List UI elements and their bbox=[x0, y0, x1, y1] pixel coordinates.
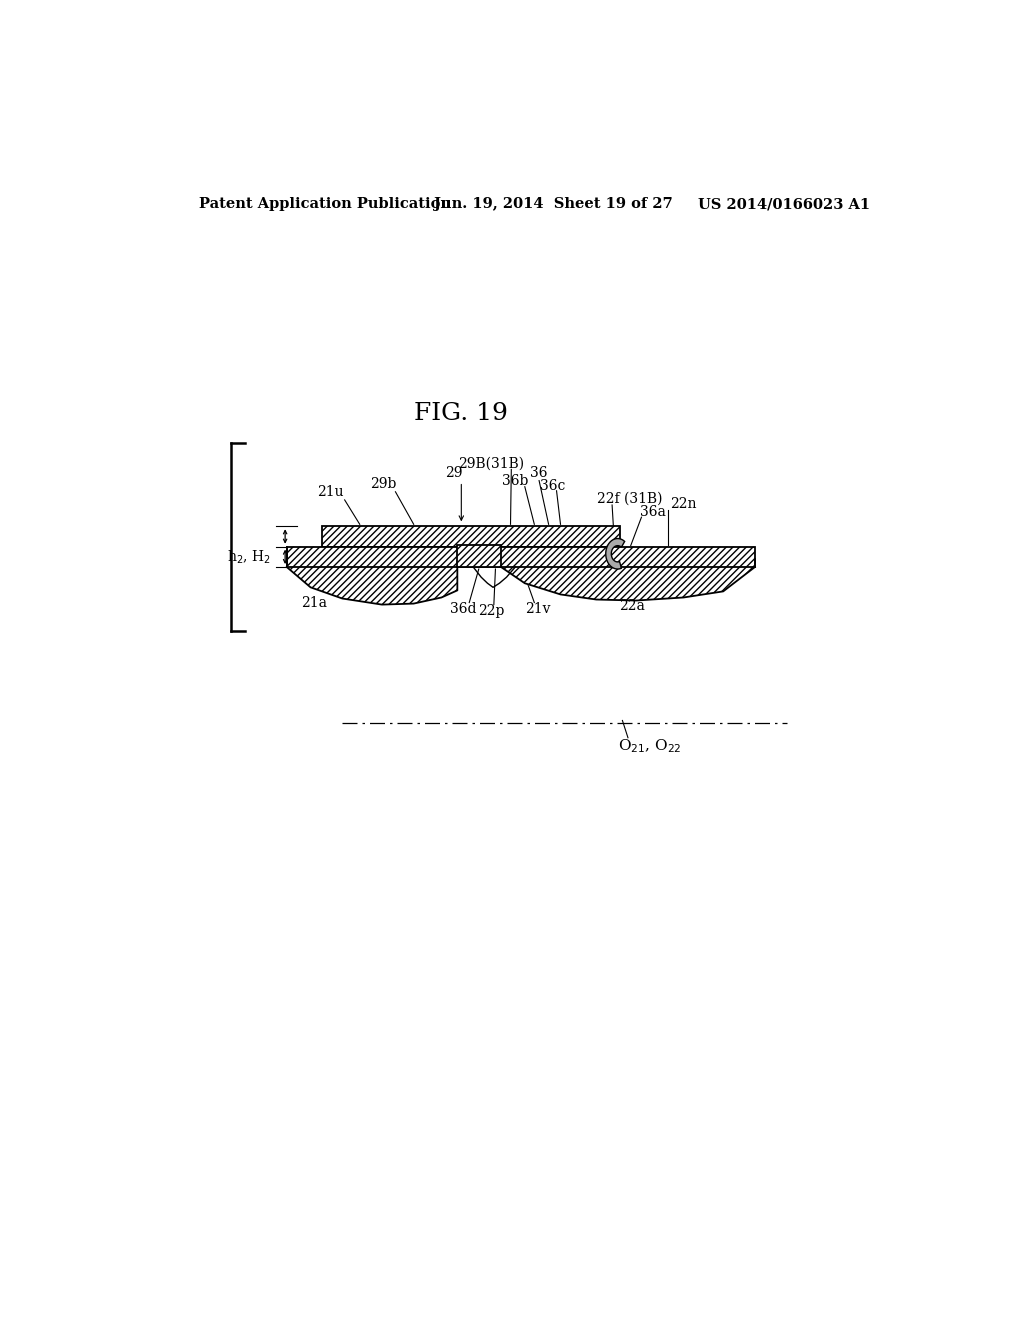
Text: 22n: 22n bbox=[671, 496, 696, 511]
Text: 21v: 21v bbox=[525, 602, 551, 615]
Text: 36b: 36b bbox=[502, 474, 528, 487]
Bar bbox=[323, 527, 621, 546]
Text: 29: 29 bbox=[444, 466, 462, 480]
Text: 22a: 22a bbox=[618, 598, 645, 612]
Text: 36c: 36c bbox=[540, 479, 565, 492]
Text: 29b: 29b bbox=[371, 477, 396, 491]
Polygon shape bbox=[501, 546, 755, 601]
Polygon shape bbox=[606, 539, 625, 569]
Text: Jun. 19, 2014  Sheet 19 of 27: Jun. 19, 2014 Sheet 19 of 27 bbox=[433, 197, 673, 211]
Text: US 2014/0166023 A1: US 2014/0166023 A1 bbox=[697, 197, 870, 211]
Text: 22p: 22p bbox=[478, 603, 505, 618]
Text: O$_{21}$, O$_{22}$: O$_{21}$, O$_{22}$ bbox=[618, 738, 682, 755]
Bar bbox=[458, 545, 501, 568]
Text: h$_2$, H$_2$: h$_2$, H$_2$ bbox=[227, 548, 270, 565]
Polygon shape bbox=[287, 546, 458, 605]
Bar bbox=[287, 546, 755, 568]
Text: 29B(31B): 29B(31B) bbox=[459, 457, 524, 470]
Text: 36d: 36d bbox=[450, 602, 476, 615]
Text: 21u: 21u bbox=[317, 484, 344, 499]
Text: Patent Application Publication: Patent Application Publication bbox=[200, 197, 452, 211]
Text: 36: 36 bbox=[530, 466, 548, 480]
Text: 21a: 21a bbox=[301, 595, 328, 610]
Text: FIG. 19: FIG. 19 bbox=[415, 403, 508, 425]
Text: 22f (31B): 22f (31B) bbox=[597, 492, 663, 506]
Bar bbox=[287, 546, 755, 568]
Text: 36a: 36a bbox=[640, 506, 667, 519]
Bar bbox=[458, 545, 501, 568]
Bar bbox=[323, 527, 621, 546]
